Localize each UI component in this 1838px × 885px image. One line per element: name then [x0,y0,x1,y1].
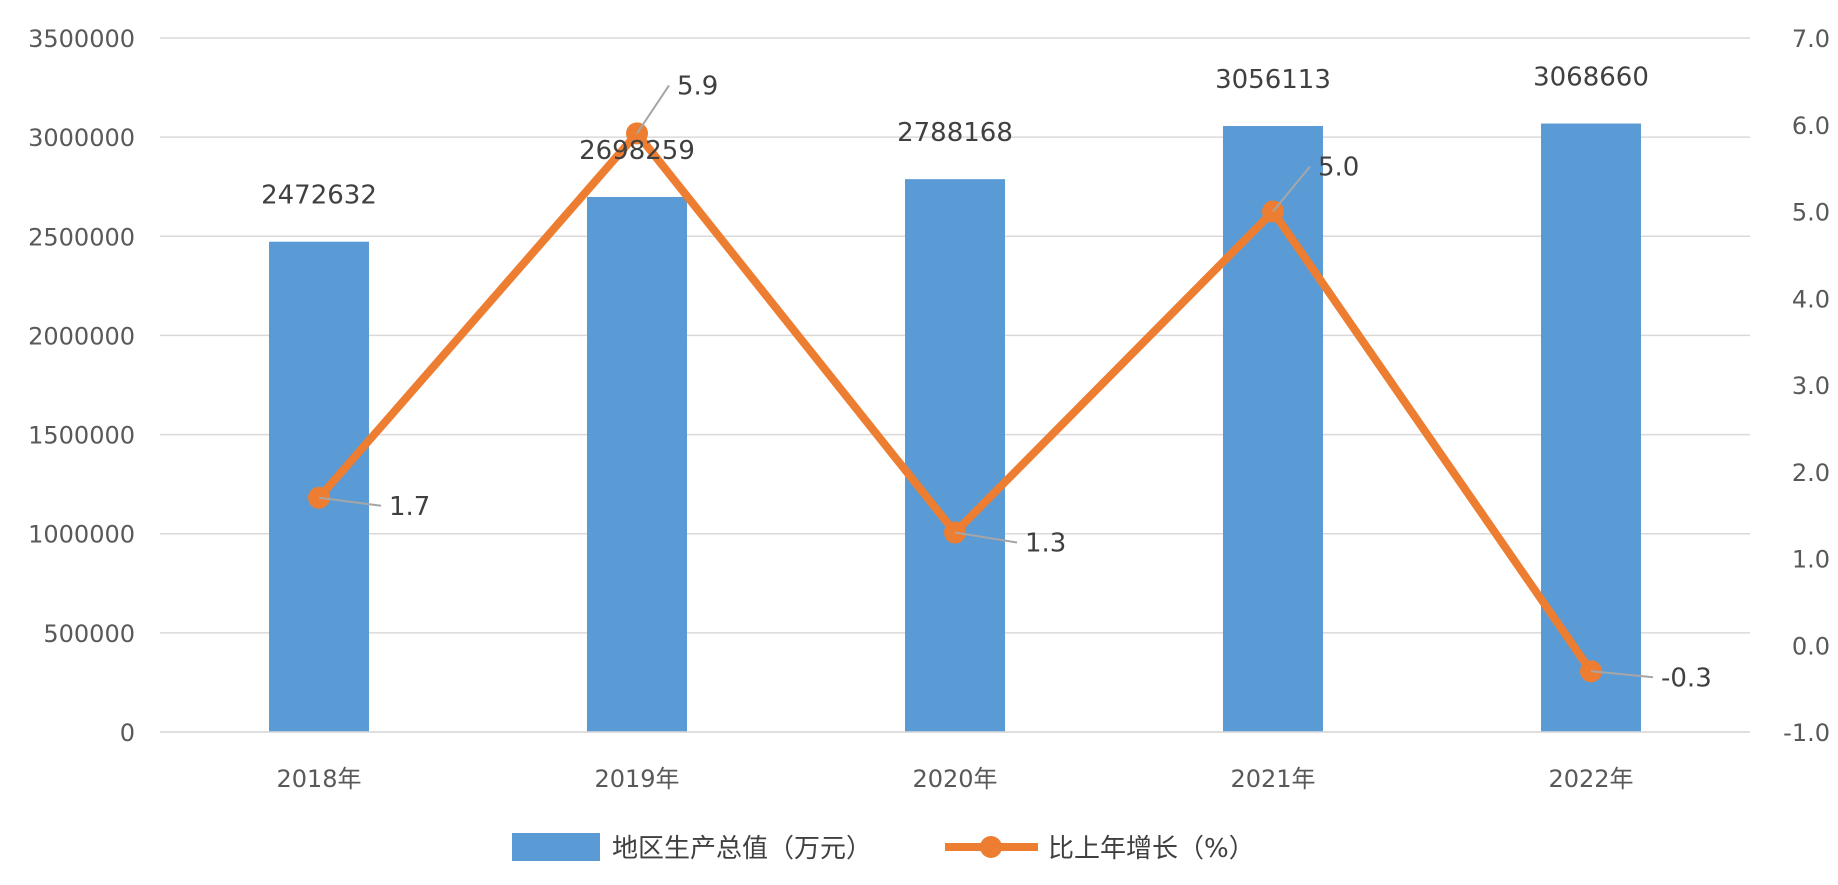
y-left-tick-label: 0 [120,719,135,747]
y-right-tick-label: 7.0 [1792,25,1830,53]
leader-line [1272,165,1311,213]
bar-data-label: 3068660 [1533,63,1649,93]
y-right-tick-label: 3.0 [1792,372,1830,400]
line-data-label: 1.7 [389,492,430,522]
bar-data-label: 2788168 [897,118,1013,148]
y-left-tick-label: 500000 [43,620,135,648]
y-right-tick-label: 6.0 [1792,112,1830,140]
bar-data-label: 2698259 [579,136,695,166]
y-right-tick-label: 1.0 [1792,546,1830,574]
legend-line-label: 比上年增长（%） [1048,834,1255,864]
axes: 0 500000 1000000 1500000 2000000 2500000 30000… [28,25,1830,793]
bar [1223,126,1323,732]
x-tick-label: 2020年 [912,765,997,793]
leader-line [636,84,670,134]
bar [905,179,1005,732]
bar-series [269,123,1641,733]
legend: 地区生产总值（万元） 比上年增长（%） [512,833,1255,864]
y-right-tick-label: -1.0 [1783,719,1830,747]
y-right-tick-label: 5.0 [1792,199,1830,227]
line-data-label: 5.0 [1318,153,1359,183]
legend-line-marker [980,836,1002,858]
x-tick-label: 2019年 [594,765,679,793]
line-data-label: -0.3 [1661,663,1712,693]
x-tick-label: 2022年 [1548,765,1633,793]
leader-line [318,496,382,507]
y-left-tick-label: 3000000 [28,124,135,152]
y-left-tick-label: 2500000 [28,223,135,251]
x-tick-label: 2021年 [1230,765,1315,793]
bar [587,196,687,733]
legend-bar-swatch [512,833,600,861]
x-tick-label: 2018年 [276,765,361,793]
y-right-tick-label: 0.0 [1792,632,1830,660]
data-labels: 2472632 2698259 2788168 3056113 3068660 1.7 5.… [261,63,1712,694]
y-left-tick-label: 1500000 [28,422,135,450]
y-right-tick-label: 2.0 [1792,459,1830,487]
y-left-tick-label: 1000000 [28,521,135,549]
bar-data-label: 3056113 [1215,65,1331,95]
legend-bar-label: 地区生产总值（万元） [612,834,872,864]
y-right-tick-label: 4.0 [1792,285,1830,313]
y-left-tick-label: 3500000 [28,25,135,53]
bar-data-label: 2472632 [261,181,377,211]
line-data-label: 1.3 [1025,528,1066,558]
leader-line [954,531,1018,544]
leader-line [1590,670,1654,679]
line-data-label: 5.9 [677,71,718,101]
y-left-tick-label: 2000000 [28,322,135,350]
bar [1541,123,1641,732]
